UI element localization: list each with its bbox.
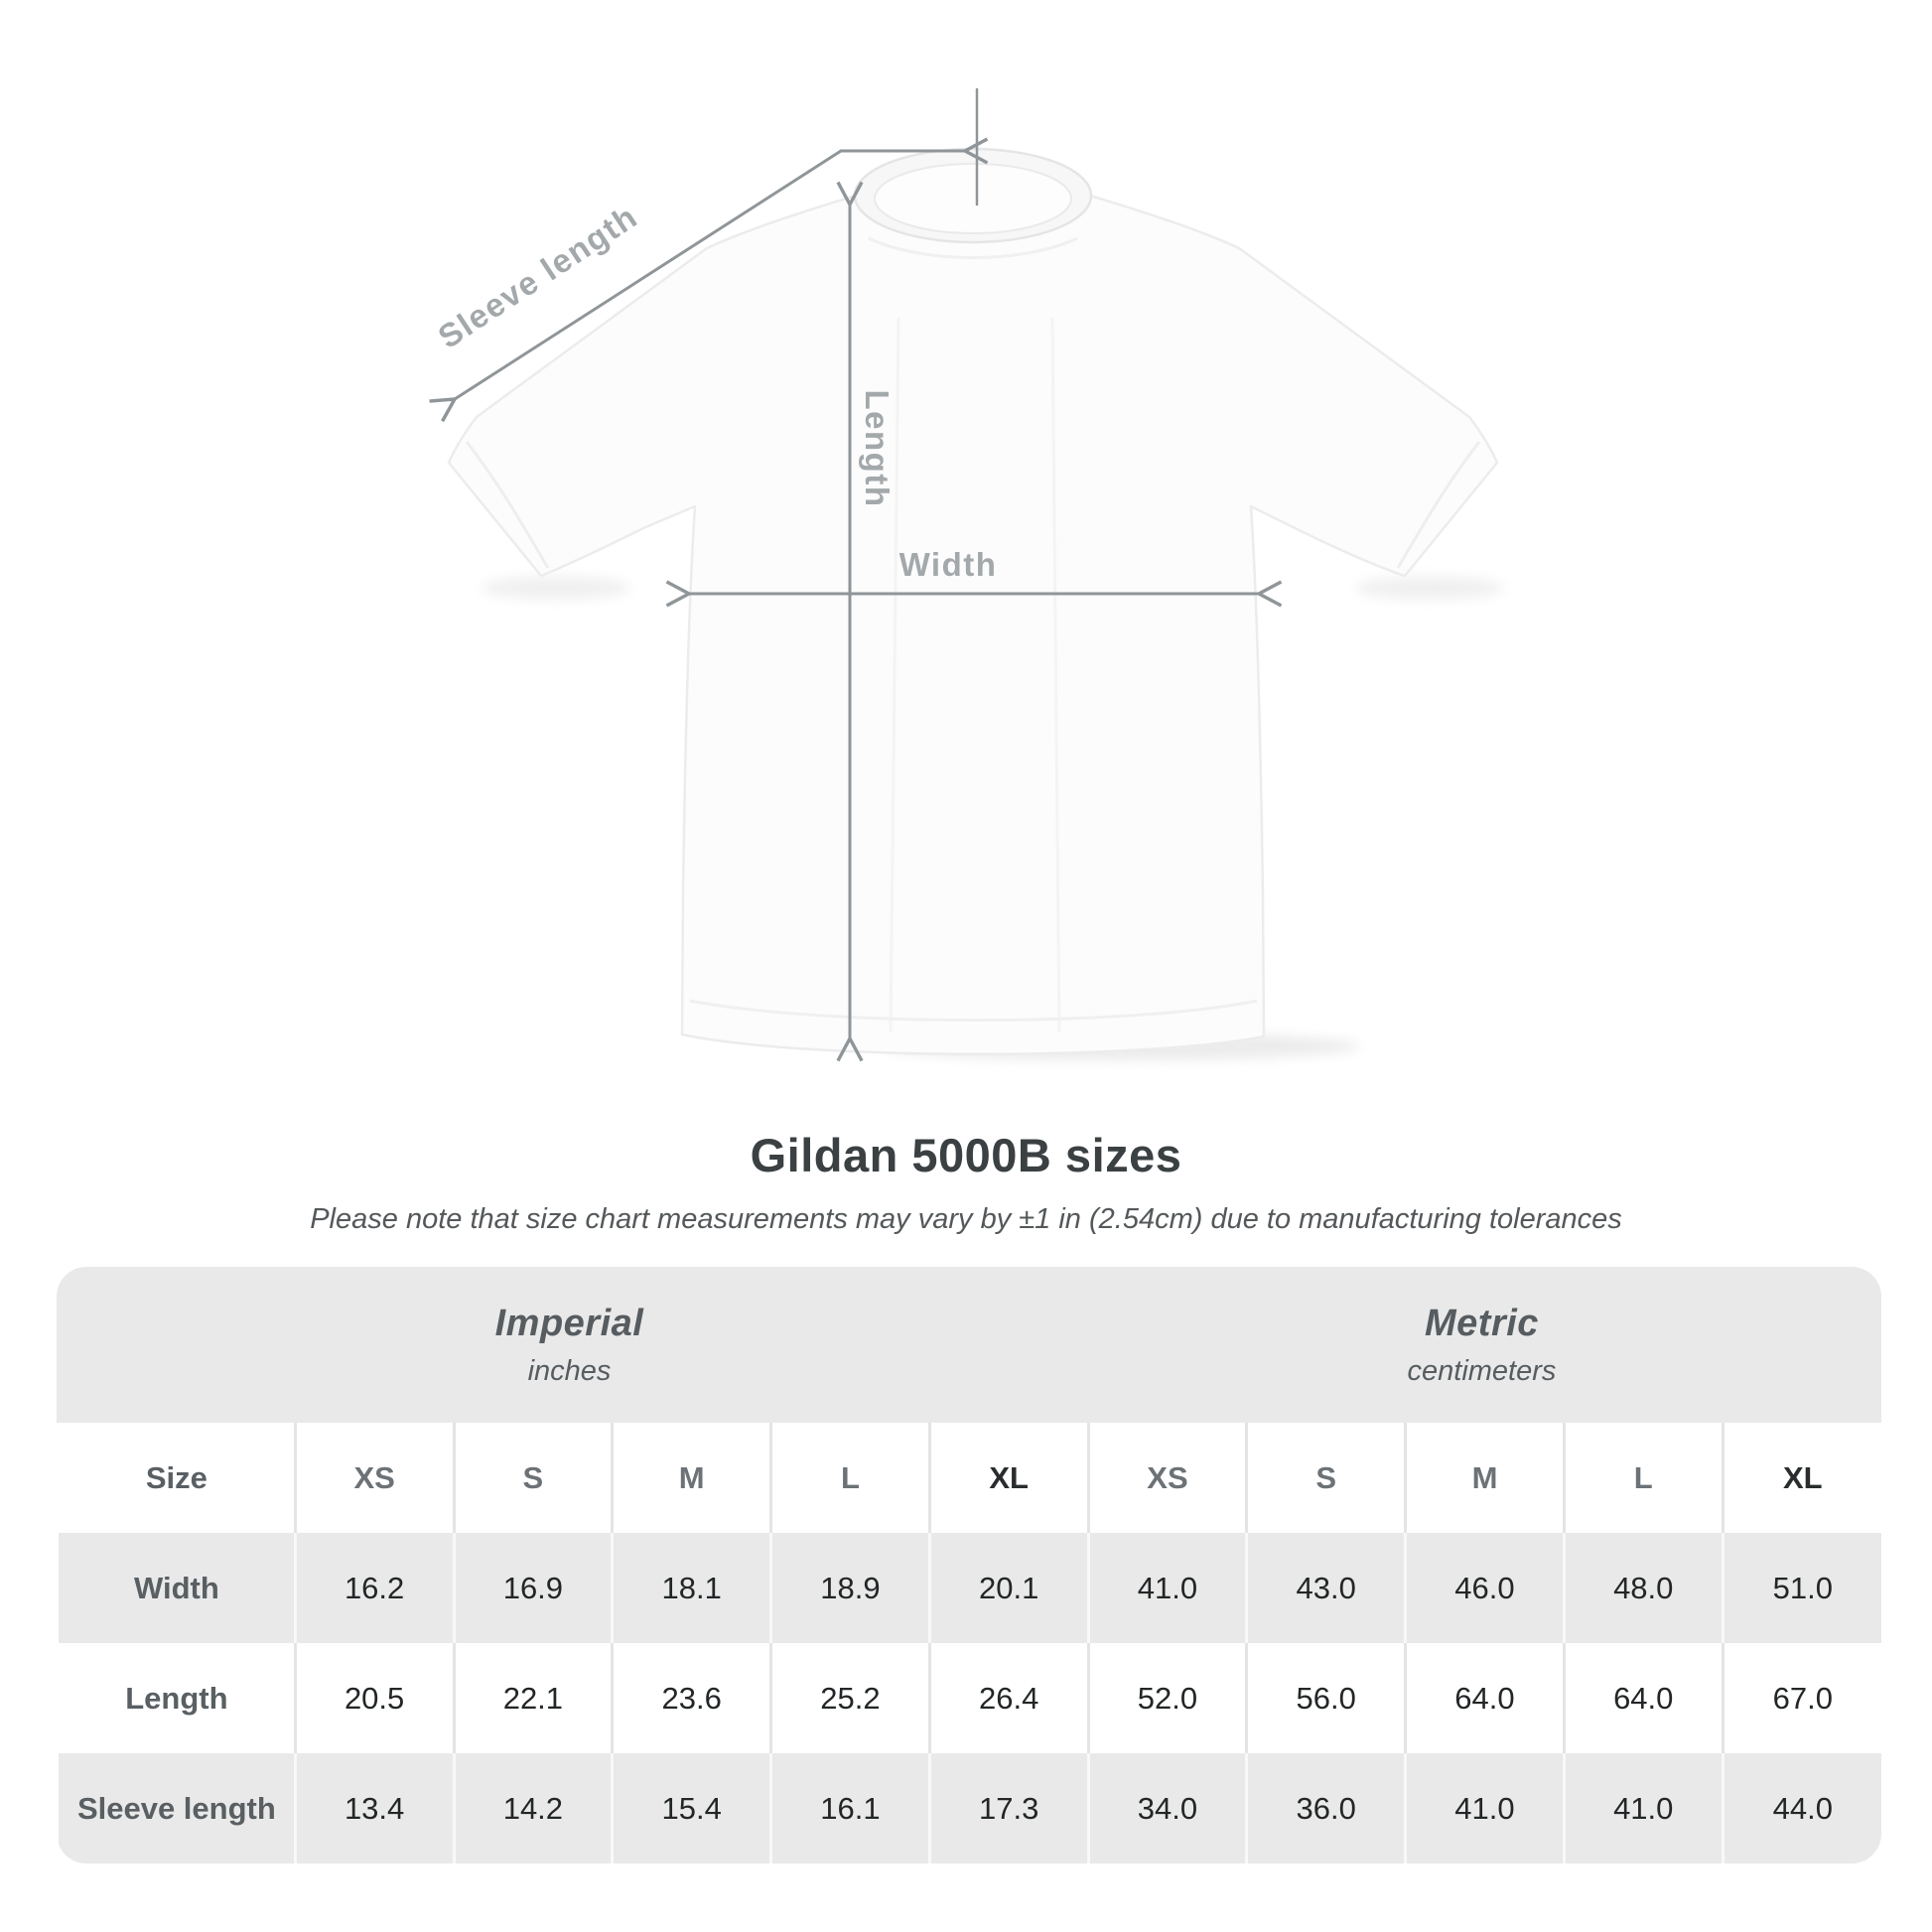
cell-width-in-s: 16.9	[452, 1533, 613, 1643]
row-label-width: Width	[133, 1570, 219, 1605]
size-chart: Imperial inches Metric centimeters Size …	[57, 1267, 1881, 1863]
cell-sleeve-cm-xs: 34.0	[1086, 1753, 1247, 1863]
size-column-header: Size	[145, 1459, 207, 1495]
cell-sleeve-in-l: 16.1	[769, 1753, 930, 1863]
tolerance-note: Please note that size chart measurements…	[310, 1202, 1622, 1235]
size-header-row: Size XS S M L XL XS S M L XL	[59, 1423, 1881, 1533]
cell-length-in-m: 23.6	[611, 1643, 771, 1753]
row-label-sleeve-length: Sleeve length	[76, 1790, 276, 1826]
col-header-imperial-xs: XS	[293, 1423, 454, 1533]
metric-label: Metric	[1425, 1302, 1539, 1344]
cell-length-cm-m: 64.0	[1404, 1643, 1565, 1753]
col-header-imperial-l: L	[769, 1423, 930, 1533]
cell-sleeve-cm-s: 36.0	[1245, 1753, 1406, 1863]
cell-length-cm-s: 56.0	[1245, 1643, 1406, 1753]
metric-unit-header: Metric centimeters	[1082, 1267, 1881, 1423]
col-header-imperial-s: S	[452, 1423, 613, 1533]
col-header-metric-m: M	[1404, 1423, 1565, 1533]
unit-header-band: Imperial inches Metric centimeters	[57, 1267, 1881, 1423]
cell-width-in-xl: 20.1	[927, 1533, 1089, 1643]
cell-sleeve-in-xl: 17.3	[927, 1753, 1089, 1863]
sleeve-length-arrow	[429, 149, 843, 423]
cell-sleeve-cm-m: 41.0	[1404, 1753, 1565, 1863]
size-table: Size XS S M L XL XS S M L XL Width 16.2 …	[57, 1423, 1881, 1863]
imperial-label: Imperial	[494, 1302, 644, 1344]
col-header-metric-l: L	[1562, 1423, 1724, 1533]
cell-length-in-xs: 20.5	[293, 1643, 454, 1753]
cell-sleeve-in-s: 14.2	[452, 1753, 613, 1863]
cell-length-in-l: 25.2	[769, 1643, 930, 1753]
cell-width-cm-l: 48.0	[1562, 1533, 1724, 1643]
cell-width-cm-xl: 51.0	[1721, 1533, 1881, 1643]
col-header-imperial-xl: XL	[927, 1423, 1089, 1533]
width-label: Width	[899, 546, 998, 583]
imperial-unit-header: Imperial inches	[57, 1267, 1082, 1423]
length-label: Length	[859, 390, 896, 508]
col-header-imperial-m: M	[611, 1423, 771, 1533]
cell-width-in-xs: 16.2	[293, 1533, 454, 1643]
cell-length-in-s: 22.1	[452, 1643, 613, 1753]
width-row: Width 16.2 16.9 18.1 18.9 20.1 41.0 43.0…	[58, 1533, 1881, 1643]
title-block: Gildan 5000B sizes Please note that size…	[0, 1130, 1932, 1236]
metric-unit: centimeters	[1407, 1354, 1557, 1387]
length-row: Length 20.5 22.1 23.6 25.2 26.4 52.0 56.…	[59, 1643, 1881, 1753]
cell-width-in-l: 18.9	[769, 1533, 930, 1643]
cell-width-cm-s: 43.0	[1245, 1533, 1406, 1643]
cell-width-cm-m: 46.0	[1404, 1533, 1565, 1643]
col-header-metric-s: S	[1245, 1423, 1406, 1533]
page-title: Gildan 5000B sizes	[750, 1129, 1182, 1181]
sleeve-length-row: Sleeve length 13.4 14.2 15.4 16.1 17.3 3…	[58, 1753, 1881, 1863]
tshirt-measurement-diagram: Sleeve length Length Width	[429, 87, 1504, 1062]
col-header-metric-xs: XS	[1086, 1423, 1247, 1533]
cell-sleeve-cm-xl: 44.0	[1721, 1753, 1881, 1863]
tshirt-illustration	[447, 147, 1499, 1056]
cell-sleeve-in-m: 15.4	[611, 1753, 771, 1863]
row-label-length: Length	[125, 1680, 228, 1716]
col-header-metric-xl: XL	[1721, 1423, 1881, 1533]
cell-width-in-m: 18.1	[611, 1533, 771, 1643]
cell-length-in-xl: 26.4	[927, 1643, 1089, 1753]
imperial-unit: inches	[527, 1354, 612, 1387]
cell-sleeve-in-xs: 13.4	[293, 1753, 454, 1863]
cell-length-cm-l: 64.0	[1562, 1643, 1724, 1753]
cell-sleeve-cm-l: 41.0	[1562, 1753, 1724, 1863]
cell-width-cm-xs: 41.0	[1086, 1533, 1247, 1643]
cell-length-cm-xs: 52.0	[1086, 1643, 1247, 1753]
cell-length-cm-xl: 67.0	[1721, 1643, 1881, 1753]
